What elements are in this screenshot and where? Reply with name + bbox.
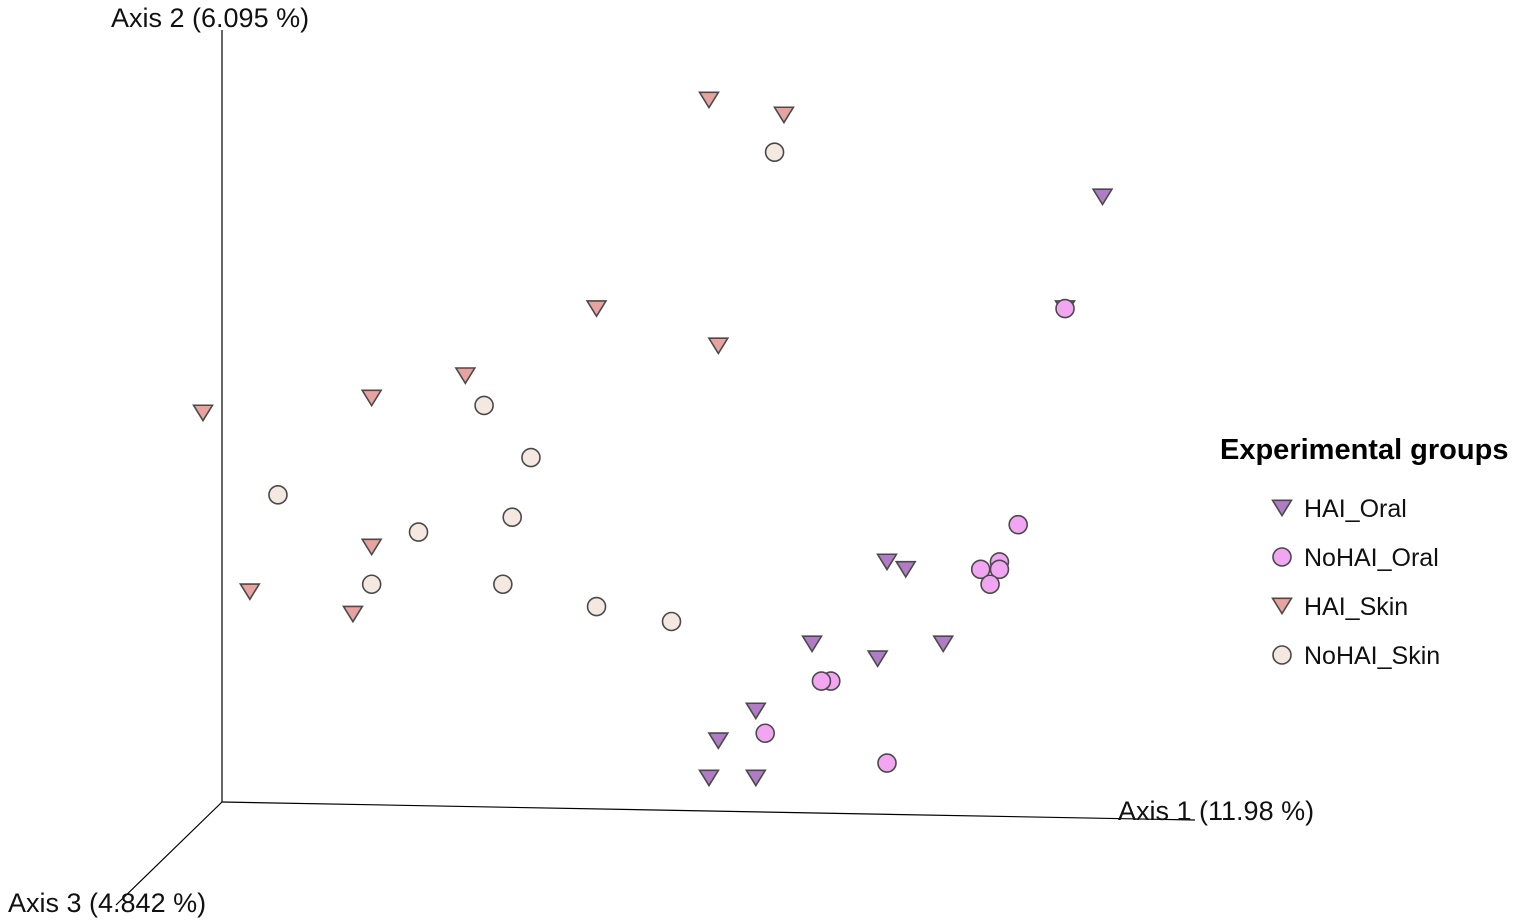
point-NoHAI_Skin-2 — [521, 447, 541, 468]
axis-3-label: Axis 3 (4.842 %) — [8, 888, 206, 918]
point-NoHAI_Skin-0 — [764, 142, 785, 162]
data-points — [192, 91, 1114, 788]
series-HAI_Skin — [192, 91, 795, 624]
legend-marker-NoHAI_Oral — [1272, 547, 1292, 567]
series-NoHAI_Oral — [755, 298, 1075, 773]
point-NoHAI_Oral-4 — [970, 559, 991, 580]
legend-item-NoHAI_Oral: NoHAI_Oral — [1272, 544, 1439, 572]
point-HAI_Skin-7 — [360, 538, 383, 557]
point-HAI_Skin-8 — [238, 583, 261, 601]
point-HAI_Oral-4 — [801, 635, 823, 654]
legend-marker-HAI_Oral — [1271, 499, 1293, 518]
point-NoHAI_Skin-5 — [408, 522, 429, 542]
point-NoHAI_Oral-1 — [1008, 514, 1028, 535]
series-HAI_Oral — [698, 188, 1114, 788]
series-NoHAI_Skin — [268, 142, 785, 632]
point-NoHAI_Oral-7 — [811, 671, 832, 691]
point-NoHAI_Oral-9 — [877, 753, 897, 773]
legend-item-HAI_Oral: HAI_Oral — [1271, 495, 1407, 523]
legend-label-NoHAI_Skin: NoHAI_Skin — [1304, 642, 1440, 670]
point-HAI_Oral-3 — [894, 560, 917, 579]
point-NoHAI_Skin-9 — [661, 611, 682, 632]
point-NoHAI_Skin-1 — [474, 395, 494, 416]
point-HAI_Skin-9 — [342, 605, 364, 624]
point-HAI_Skin-2 — [585, 300, 608, 318]
point-HAI_Skin-5 — [360, 389, 383, 408]
legend-item-NoHAI_Skin: NoHAI_Skin — [1272, 642, 1440, 670]
point-HAI_Oral-8 — [707, 732, 730, 750]
legend-marker-NoHAI_Skin — [1272, 645, 1292, 665]
point-NoHAI_Skin-4 — [502, 507, 523, 528]
axis-1-line — [221, 801, 1196, 821]
axis-1-label: Axis 1 (11.98 %) — [1118, 796, 1314, 826]
point-NoHAI_Skin-6 — [361, 574, 382, 595]
point-HAI_Skin-1 — [773, 106, 795, 125]
point-HAI_Oral-6 — [866, 650, 889, 668]
point-NoHAI_Skin-8 — [586, 596, 607, 617]
point-NoHAI_Oral-0 — [1055, 298, 1075, 319]
legend-label-NoHAI_Oral: NoHAI_Oral — [1304, 544, 1439, 572]
legend-label-HAI_Skin: HAI_Skin — [1304, 593, 1408, 621]
point-NoHAI_Oral-5 — [980, 574, 1000, 595]
point-HAI_Oral-0 — [1091, 188, 1114, 207]
point-HAI_Skin-6 — [192, 404, 214, 423]
point-HAI_Skin-3 — [707, 337, 730, 356]
point-HAI_Skin-0 — [698, 91, 720, 110]
point-HAI_Oral-5 — [932, 635, 955, 654]
point-HAI_Skin-4 — [454, 367, 477, 385]
legend-items: HAI_Oral NoHAI_Oral HAI_Skin NoHAI_Skin — [1271, 495, 1440, 670]
point-HAI_Oral-2 — [876, 553, 898, 572]
axis-2-label: Axis 2 (6.095 %) — [111, 3, 309, 33]
legend-marker-HAI_Skin — [1271, 597, 1293, 616]
legend-label-HAI_Oral: HAI_Oral — [1304, 495, 1407, 523]
point-HAI_Oral-7 — [744, 702, 767, 721]
point-NoHAI_Skin-3 — [268, 485, 288, 505]
point-HAI_Oral-10 — [744, 769, 767, 788]
point-HAI_Oral-9 — [698, 769, 720, 788]
point-NoHAI_Skin-7 — [493, 574, 513, 595]
legend: Experimental groups HAI_OralNoHAI_OralHA… — [1220, 434, 1508, 670]
legend-item-HAI_Skin: HAI_Skin — [1271, 593, 1408, 621]
axes — [115, 30, 1196, 906]
legend-title: Experimental groups — [1220, 434, 1508, 466]
point-NoHAI_Oral-8 — [755, 723, 776, 744]
axis-3-line — [115, 801, 223, 906]
